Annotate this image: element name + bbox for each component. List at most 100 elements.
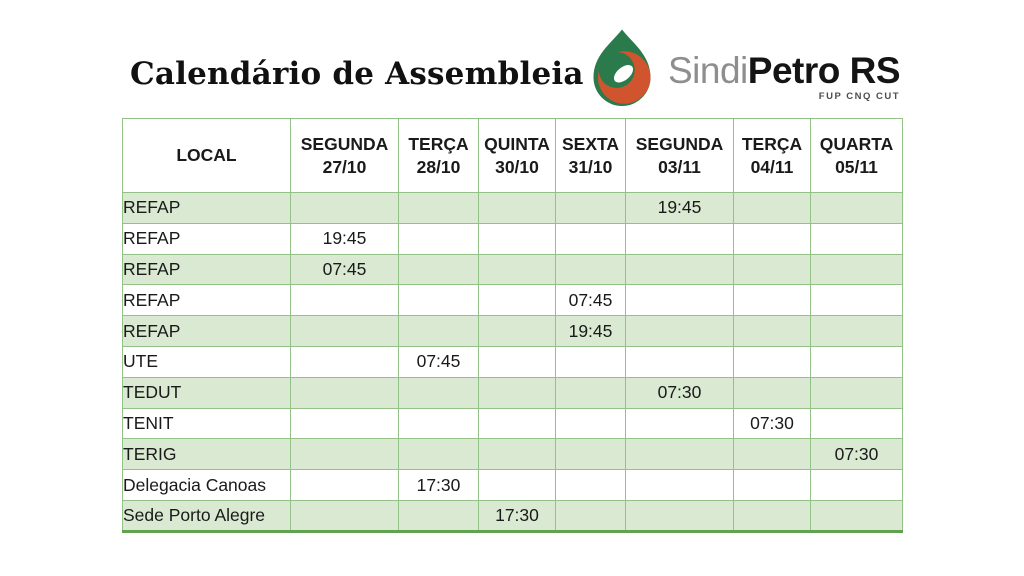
time-cell (733, 438, 811, 471)
table-row: REFAP 19:45 (122, 192, 903, 224)
assembly-calendar-table: LOCAL SEGUNDA 27/10 TERÇA 28/10 QUINTA 30/10 SE… (122, 118, 903, 533)
affiliations-text: FUP CNQ CUT (818, 91, 901, 102)
time-cell (290, 315, 399, 347)
local-cell: REFAP (122, 222, 291, 255)
time-cell (398, 253, 479, 286)
time-cell (478, 438, 556, 471)
table-body: REFAP 19:45 REFAP 19:45 REFAP 07:45 REFAP 07:45… (122, 192, 903, 533)
time-cell (478, 345, 556, 378)
column-header: TERÇA 04/11 (733, 118, 811, 193)
time-cell (555, 253, 626, 286)
table-row: TENIT 07:30 (122, 407, 903, 440)
time-cell (398, 407, 479, 440)
local-cell: Sede Porto Alegre (122, 499, 291, 533)
time-cell: 07:45 (290, 253, 399, 286)
time-cell (478, 407, 556, 440)
time-cell (555, 345, 626, 378)
column-header: SEGUNDA 03/11 (625, 118, 734, 193)
column-header: TERÇA 28/10 (398, 118, 479, 193)
time-cell (625, 469, 734, 501)
table-row: TEDUT 07:30 (122, 376, 903, 409)
table-row: Sede Porto Alegre 17:30 (122, 499, 903, 533)
time-cell: 17:30 (398, 469, 479, 501)
time-cell (290, 345, 399, 378)
local-cell: TENIT (122, 407, 291, 440)
local-cell: UTE (122, 345, 291, 378)
time-cell (625, 315, 734, 347)
time-cell (733, 499, 811, 533)
time-cell (733, 345, 811, 378)
time-cell (810, 376, 903, 409)
column-date-label: 28/10 (416, 156, 461, 177)
time-cell (478, 315, 556, 347)
column-date-label: 31/10 (568, 156, 613, 177)
time-cell (290, 407, 399, 440)
time-cell (290, 376, 399, 409)
time-cell (290, 192, 399, 224)
column-label: TERÇA (741, 133, 803, 154)
time-cell (810, 192, 903, 224)
time-cell (625, 253, 734, 286)
time-cell: 19:45 (555, 315, 626, 347)
time-cell (398, 376, 479, 409)
column-header: LOCAL (122, 118, 291, 193)
oil-drop-logo-icon (593, 29, 651, 106)
time-cell (625, 284, 734, 317)
header-row: LOCAL SEGUNDA 27/10 TERÇA 28/10 QUINTA 30/10 SE… (122, 118, 903, 193)
time-cell (398, 192, 479, 224)
time-cell (555, 438, 626, 471)
table-row: TERIG 07:30 (122, 438, 903, 471)
time-cell (290, 469, 399, 501)
column-header: QUARTA 05/11 (810, 118, 903, 193)
column-date-label: 03/11 (658, 156, 701, 177)
time-cell (625, 222, 734, 255)
time-cell (478, 469, 556, 501)
column-date-label: 27/10 (322, 156, 367, 177)
time-cell: 07:30 (625, 376, 734, 409)
time-cell (478, 376, 556, 409)
time-cell: 07:30 (733, 407, 811, 440)
local-cell: REFAP (122, 253, 291, 286)
time-cell (625, 438, 734, 471)
time-cell (810, 407, 903, 440)
time-cell (810, 284, 903, 317)
column-label: QUINTA (484, 133, 550, 154)
time-cell (398, 284, 479, 317)
time-cell (625, 407, 734, 440)
table-row: REFAP 19:45 (122, 315, 903, 347)
time-cell (290, 438, 399, 471)
table-row: REFAP 07:45 (122, 253, 903, 286)
time-cell (625, 345, 734, 378)
time-cell (478, 222, 556, 255)
column-label: TERÇA (408, 133, 469, 154)
local-cell: REFAP (122, 284, 291, 317)
time-cell (398, 438, 479, 471)
time-cell (733, 315, 811, 347)
time-cell (733, 192, 811, 224)
time-cell: 07:45 (555, 284, 626, 317)
time-cell (290, 499, 399, 533)
time-cell (733, 253, 811, 286)
time-cell: 07:45 (398, 345, 479, 378)
time-cell (555, 499, 626, 533)
brand-name: SindiPetro RS (668, 50, 901, 91)
column-date-label: 30/10 (495, 156, 539, 177)
local-cell: REFAP (122, 192, 291, 224)
column-header: SEXTA 31/10 (555, 118, 626, 193)
table-row: REFAP 07:45 (122, 284, 903, 317)
column-label: SEXTA (561, 133, 620, 154)
time-cell (290, 284, 399, 317)
column-header: QUINTA 30/10 (478, 118, 556, 193)
logo-text-block: SindiPetro RS FUP CNQ CUT (668, 50, 901, 102)
table-row: UTE 07:45 (122, 345, 903, 378)
time-cell (810, 499, 903, 533)
table-row: Delegacia Canoas 17:30 (122, 469, 903, 501)
time-cell (733, 284, 811, 317)
time-cell (810, 253, 903, 286)
local-cell: TERIG (122, 438, 291, 471)
table-row: REFAP 19:45 (122, 222, 903, 255)
time-cell (810, 345, 903, 378)
time-cell (555, 469, 626, 501)
brand-prefix: Sindi (668, 50, 748, 91)
local-cell: Delegacia Canoas (122, 469, 291, 501)
